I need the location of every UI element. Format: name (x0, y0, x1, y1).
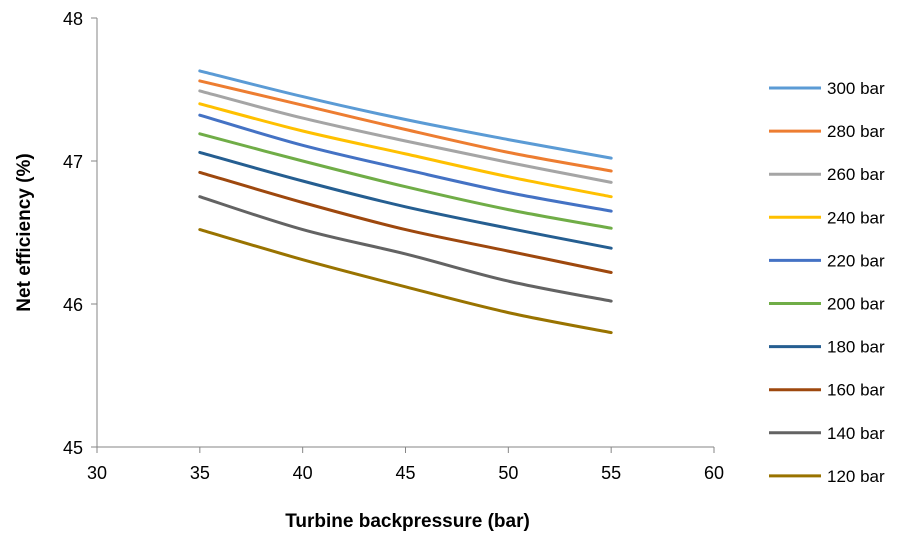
legend-label: 260 bar (827, 165, 885, 184)
series-line-120-bar (198, 228, 613, 335)
legend-label: 140 bar (827, 424, 885, 443)
series-line-160-bar (198, 170, 613, 274)
series-line-300-bar (198, 69, 613, 160)
x-tick-label: 30 (87, 463, 107, 483)
y-tick-label: 45 (63, 438, 83, 458)
series-line-260-bar (198, 89, 613, 184)
series-line-280-bar (198, 79, 613, 173)
series-line-200-bar (198, 132, 613, 230)
x-axis-title: Turbine backpressure (bar) (285, 511, 530, 532)
x-tick-label: 40 (293, 463, 313, 483)
legend-label: 160 bar (827, 381, 885, 400)
series-line-180-bar (198, 150, 613, 250)
x-tick-label: 60 (704, 463, 724, 483)
y-axis-title: Net efficiency (%) (14, 153, 35, 311)
x-tick-label: 50 (498, 463, 518, 483)
x-tick-label: 55 (601, 463, 621, 483)
series-line-240-bar (198, 102, 613, 199)
legend-label: 200 bar (827, 295, 885, 314)
y-tick-label: 48 (63, 9, 83, 29)
series-line-220-bar (198, 113, 613, 213)
series-line-140-bar (198, 195, 613, 303)
legend-label: 300 bar (827, 79, 885, 98)
y-tick-label: 46 (63, 295, 83, 315)
series-lines (198, 69, 613, 335)
legend-label: 220 bar (827, 251, 885, 270)
y-tick-label: 47 (63, 152, 83, 172)
legend-label: 180 bar (827, 338, 885, 357)
x-tick-label: 35 (190, 463, 210, 483)
legend-label: 120 bar (827, 467, 885, 486)
axes: 30 35 40 45 50 55 60 45 46 47 48 (63, 9, 724, 483)
legend-label: 280 bar (827, 122, 885, 141)
x-tick-label: 45 (395, 463, 415, 483)
legend-label: 240 bar (827, 208, 885, 227)
x-axis-ticks: 30 35 40 45 50 55 60 (87, 447, 724, 483)
y-axis-ticks: 45 46 47 48 (63, 9, 97, 458)
legend: 300 bar 280 bar 260 bar 240 bar 220 bar 200 b… (769, 79, 885, 486)
